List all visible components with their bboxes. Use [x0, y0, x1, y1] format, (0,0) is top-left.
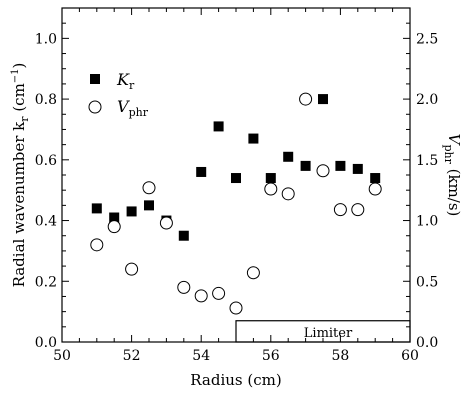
plot-frame: [61, 7, 411, 343]
kr-point: [335, 160, 346, 171]
legend-label-kr: Kr: [116, 70, 135, 92]
y-right-tick-label: 1.5: [416, 153, 438, 169]
limiter-annotation: Limiter: [235, 320, 411, 343]
vphr-point: [177, 280, 191, 294]
tick-labels: 50 52 54 56 58 600.00.20.40.60.81.00.00.51.01…: [35, 31, 439, 364]
y-left-axis-title: Radial wavenumber kr (cm−1): [10, 63, 31, 288]
vphr-point: [246, 266, 260, 280]
y-right-title-sub: phr: [442, 144, 455, 164]
kr-point: [196, 166, 207, 177]
y-left-tick-label: 0.0: [35, 335, 57, 351]
y-left-title-main: Radial wavenumber k: [10, 121, 28, 288]
kr-point: [109, 212, 120, 223]
y-left-title-sub: r: [18, 116, 31, 122]
legend-kr-sub: r: [129, 79, 135, 92]
axis-ticks: [61, 7, 411, 343]
vphr-point: [316, 164, 330, 178]
legend-marker-kr: [90, 74, 100, 84]
y-left-title-unit-sup: −1: [10, 68, 21, 83]
legend-label-vphr: Vphr: [117, 97, 149, 119]
x-tick-label: 52: [123, 348, 141, 364]
x-tick-label: 56: [262, 348, 280, 364]
y-right-tick-label: 1.0: [416, 214, 438, 230]
y-right-tick-label: 2.0: [416, 92, 438, 108]
kr-point: [318, 94, 328, 105]
vphr-point: [299, 92, 313, 106]
vphr-point: [281, 187, 295, 201]
vphr-point: [90, 238, 104, 252]
kr-point: [300, 160, 311, 171]
vphr-point: [229, 301, 243, 315]
legend-vphr-main: V: [117, 97, 130, 116]
y-right-title-unit: (km/s): [445, 164, 461, 217]
vphr-point: [351, 203, 365, 217]
vphr-point: [125, 262, 139, 276]
data-points: [90, 92, 382, 315]
legend: Kr Vphr: [88, 70, 149, 119]
kr-point: [231, 173, 241, 184]
kr-point: [178, 230, 189, 241]
y-left-tick-label: 0.6: [35, 153, 57, 169]
y-right-tick-label: 0.0: [416, 335, 438, 351]
kr-point: [91, 203, 102, 214]
y-left-title-unit-close: ): [10, 63, 28, 69]
vphr-point: [333, 203, 347, 217]
vphr-point: [212, 286, 226, 300]
y-left-title-unit: (cm: [10, 83, 28, 116]
y-left-tick-label: 0.2: [35, 274, 57, 290]
legend-marker-vphr: [88, 100, 102, 114]
x-tick-label: 60: [401, 348, 419, 364]
kr-point: [352, 163, 363, 174]
vphr-point: [194, 289, 208, 303]
x-tick-label: 54: [192, 348, 210, 364]
y-right-tick-label: 0.5: [416, 274, 438, 290]
y-right-axis-title: Vphr (km/s): [442, 134, 461, 217]
vphr-point: [107, 220, 121, 234]
y-left-tick-label: 1.0: [35, 31, 57, 47]
y-right-title-main: V: [445, 134, 461, 147]
x-tick-label: 50: [53, 348, 71, 364]
kr-point: [126, 206, 137, 217]
kr-point: [283, 151, 294, 162]
x-tick-label: 58: [331, 348, 349, 364]
legend-kr-main: K: [116, 70, 130, 89]
x-axis-title: Radius (cm): [190, 371, 281, 389]
vphr-point: [142, 181, 156, 195]
kr-point: [248, 133, 259, 144]
y-left-tick-label: 0.8: [35, 92, 57, 108]
kr-point: [370, 173, 381, 184]
vphr-point: [368, 182, 382, 196]
kr-point: [213, 121, 224, 132]
vphr-point: [159, 216, 173, 230]
limiter-label: Limiter: [304, 326, 353, 341]
y-right-tick-label: 2.5: [416, 31, 438, 47]
kr-point: [144, 200, 154, 211]
kr-point: [265, 173, 276, 184]
y-left-tick-label: 0.4: [35, 214, 57, 230]
vphr-point: [264, 182, 278, 196]
legend-vphr-sub: phr: [129, 106, 149, 119]
